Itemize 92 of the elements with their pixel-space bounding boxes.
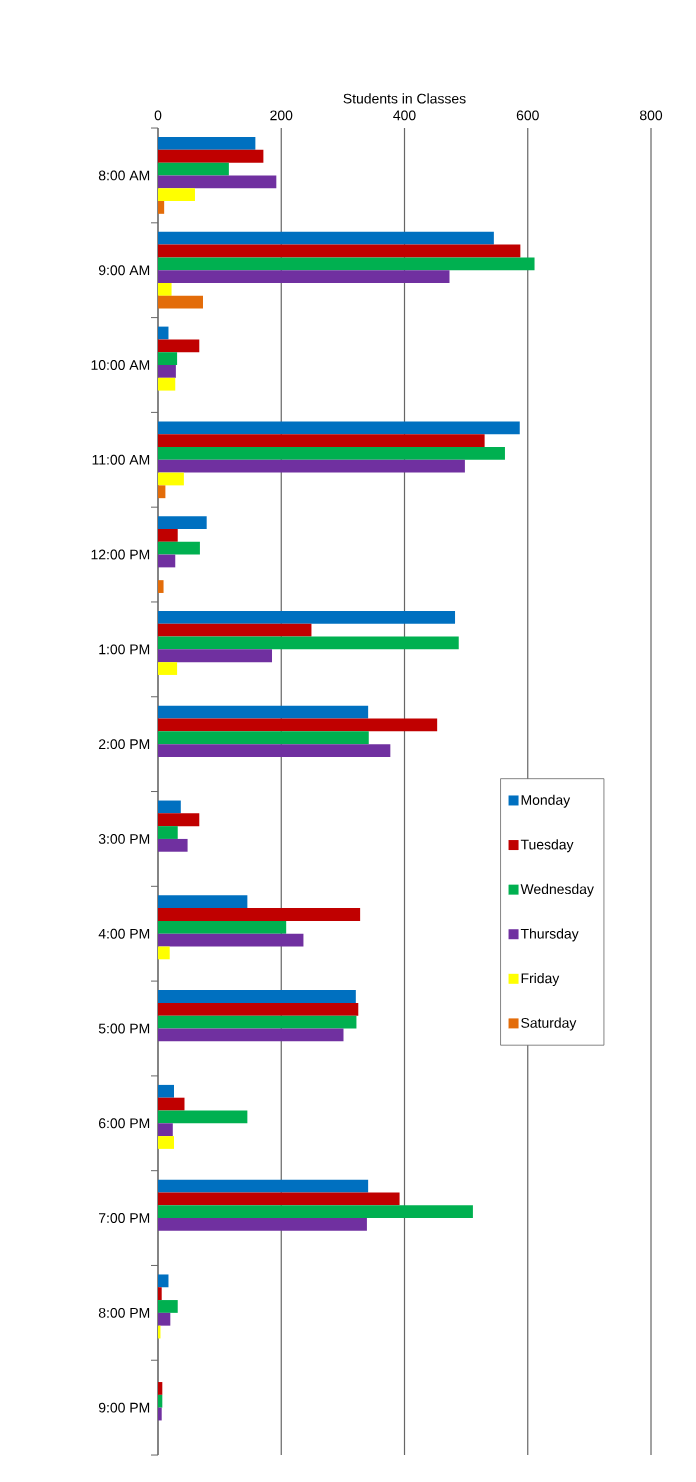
bar xyxy=(158,718,438,732)
bar xyxy=(158,580,164,593)
bar xyxy=(158,516,207,529)
bar xyxy=(158,162,229,176)
bar xyxy=(158,1382,163,1395)
bar xyxy=(158,283,172,296)
bar xyxy=(158,1218,367,1231)
bar xyxy=(158,1407,162,1421)
bar xyxy=(158,352,178,365)
y-tick-label: 2:00 PM xyxy=(98,739,150,750)
bar xyxy=(158,1192,400,1206)
y-tick-label: 8:00 PM xyxy=(98,1307,150,1318)
x-tick-label: 800 xyxy=(639,110,663,121)
bar xyxy=(158,1110,248,1124)
bar xyxy=(158,1312,171,1326)
bar xyxy=(158,377,176,391)
bar xyxy=(158,610,456,624)
y-tick-label: 1:00 PM xyxy=(99,644,150,655)
bar xyxy=(158,908,361,921)
bar xyxy=(158,421,520,435)
bar xyxy=(158,946,170,960)
bar xyxy=(158,541,200,555)
y-tick-label: 10:00 AM xyxy=(91,360,150,370)
bar xyxy=(158,188,195,202)
bar xyxy=(158,257,535,271)
bar xyxy=(158,1394,163,1408)
bar xyxy=(158,623,312,637)
x-tick-label: 400 xyxy=(393,110,416,121)
legend-label: Saturday xyxy=(521,1017,577,1031)
legend-label: Friday xyxy=(521,973,560,987)
bar xyxy=(158,1015,357,1029)
bar xyxy=(158,1300,178,1313)
y-tick-label: 5:00 PM xyxy=(98,1023,150,1034)
bar xyxy=(158,1123,173,1137)
bar xyxy=(158,326,169,340)
bar xyxy=(158,339,200,353)
x-tick-label: 200 xyxy=(270,110,293,121)
bar xyxy=(158,459,465,473)
y-tick-label: 9:00 PM xyxy=(98,1402,150,1413)
bar xyxy=(158,485,166,499)
bar xyxy=(158,175,277,189)
legend-label: Thursday xyxy=(520,928,579,942)
bar xyxy=(158,800,181,814)
bar xyxy=(158,137,256,150)
bar xyxy=(158,528,178,542)
bar xyxy=(158,895,248,909)
x-tick-label: 600 xyxy=(516,110,539,121)
bar xyxy=(158,244,521,258)
bar xyxy=(158,472,184,486)
bar xyxy=(158,270,450,284)
bar xyxy=(158,1205,473,1219)
bar xyxy=(158,1274,169,1288)
y-tick-label: 3:00 PM xyxy=(98,833,150,844)
y-tick-label: 9:00 AM xyxy=(98,265,150,276)
y-tick-label: 12:00 PM xyxy=(91,549,150,560)
bar xyxy=(158,649,273,663)
y-tick-label: 6:00 PM xyxy=(98,1118,150,1129)
bar xyxy=(158,446,505,460)
bar xyxy=(158,295,203,309)
bar xyxy=(158,990,356,1003)
bar xyxy=(158,744,391,757)
bar xyxy=(158,1028,344,1042)
legend-label: Tuesday xyxy=(520,839,574,853)
y-tick-label: 4:00 PM xyxy=(98,928,150,939)
bar xyxy=(158,838,188,852)
bar xyxy=(158,933,304,947)
y-tick-label: 8:00 AM xyxy=(98,170,150,181)
bar xyxy=(158,1287,162,1301)
y-tick-label: 11:00 AM xyxy=(92,454,150,465)
bar xyxy=(158,705,369,719)
x-tick-label: 0 xyxy=(154,110,162,121)
bar xyxy=(158,231,494,245)
bar xyxy=(158,1002,359,1016)
bar xyxy=(158,1136,175,1149)
bar xyxy=(158,554,176,568)
legend-label: Monday xyxy=(521,794,571,808)
legend-label: Wednesday xyxy=(520,883,594,897)
bar xyxy=(158,813,200,827)
bar xyxy=(158,731,369,745)
x-axis-title: Students in Classes xyxy=(343,93,466,104)
bar xyxy=(158,365,176,378)
bar xyxy=(158,434,485,447)
bar xyxy=(158,1097,185,1111)
bar xyxy=(158,149,264,163)
bar xyxy=(158,1084,175,1098)
bar xyxy=(158,1179,369,1193)
y-tick-label: 7:00 PM xyxy=(99,1213,150,1224)
bar xyxy=(158,826,178,839)
bar xyxy=(158,662,178,675)
bar xyxy=(158,636,459,650)
bar xyxy=(158,920,287,934)
bar xyxy=(158,201,165,214)
